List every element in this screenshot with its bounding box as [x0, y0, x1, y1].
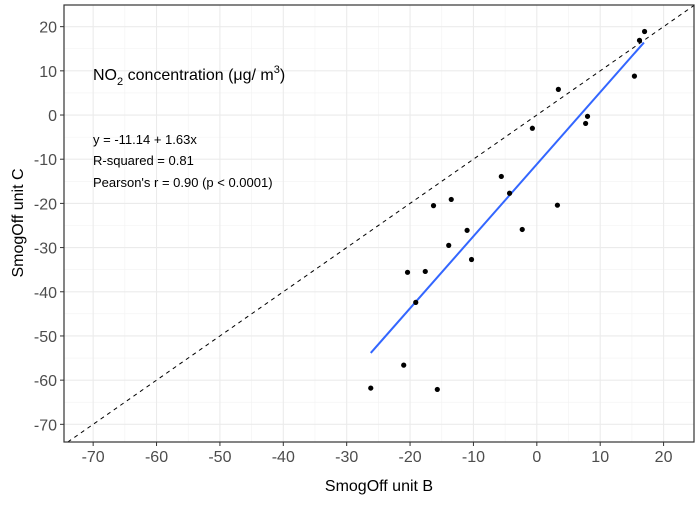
annotation-pearson: Pearson's r = 0.90 (p < 0.0001) [93, 175, 273, 190]
y-tick-label: 20 [39, 20, 57, 37]
data-point [584, 113, 591, 119]
data-point [430, 203, 437, 209]
x-tick-label: -10 [462, 449, 485, 466]
regression-line [370, 41, 645, 354]
y-axis-label: SmogOff unit C [10, 168, 27, 277]
data-point [422, 268, 428, 275]
x-tick-label: 10 [591, 449, 609, 466]
x-tick-label: -30 [335, 449, 358, 466]
data-point [641, 28, 648, 35]
y-tick-label: -60 [34, 373, 57, 390]
data-point [434, 386, 440, 393]
data-point [368, 385, 374, 391]
data-point [464, 227, 470, 233]
x-tick-label: -40 [272, 449, 295, 466]
data-point [498, 173, 504, 180]
x-tick-label: 20 [655, 449, 673, 466]
y-tick-label: -20 [34, 196, 57, 213]
data-point [636, 37, 643, 43]
x-tick-label: 0 [532, 449, 541, 466]
data-point [529, 125, 535, 131]
x-tick-label: -70 [82, 449, 105, 466]
y-tick-label: -70 [34, 417, 57, 434]
data-point [446, 242, 452, 248]
data-point [404, 269, 411, 275]
data-point [583, 120, 589, 127]
y-tick-label: -50 [34, 329, 57, 346]
data-point [401, 362, 407, 368]
x-axis-label: SmogOff unit B [325, 478, 433, 495]
data-point [413, 299, 419, 305]
x-tick-label: -60 [145, 449, 168, 466]
data-point [554, 202, 561, 208]
plot-panel-border [63, 4, 695, 443]
y-tick-label: -10 [34, 152, 57, 169]
data-point [631, 73, 638, 79]
annotation-r-squared: R-squared = 0.81 [93, 153, 194, 168]
ticks: -70 -60 -50 -40 -30 -20 -10 0 10 20 -70 -60 -50 -40 -3… [34, 20, 673, 466]
y-tick-label: -40 [34, 285, 57, 302]
y-tick-label: 0 [48, 108, 57, 125]
data-point [468, 256, 475, 263]
data-point [519, 226, 525, 233]
data-point [448, 196, 454, 203]
y-tick-label: 10 [39, 64, 57, 81]
data-point [506, 190, 513, 196]
grid [64, 5, 694, 442]
x-tick-label: -20 [398, 449, 421, 466]
x-tick-label: -50 [208, 449, 231, 466]
marks [67, 5, 695, 443]
data-point [555, 86, 561, 92]
annotation-equation: y = -11.14 + 1.63x [93, 132, 197, 147]
y-tick-label: -30 [34, 241, 57, 258]
annotation-title: NO2 concentration (μg/ m3) [93, 64, 285, 88]
